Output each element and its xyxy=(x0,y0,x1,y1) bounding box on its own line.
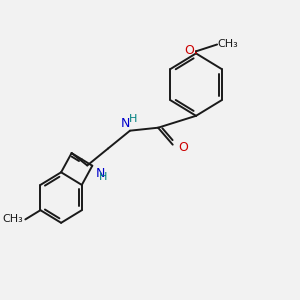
Text: O: O xyxy=(185,44,195,57)
Text: H: H xyxy=(98,172,107,182)
Text: CH₃: CH₃ xyxy=(218,40,238,50)
Text: N: N xyxy=(96,167,105,180)
Text: N: N xyxy=(121,117,130,130)
Text: CH₃: CH₃ xyxy=(2,214,23,224)
Text: H: H xyxy=(129,114,137,124)
Text: O: O xyxy=(178,140,188,154)
